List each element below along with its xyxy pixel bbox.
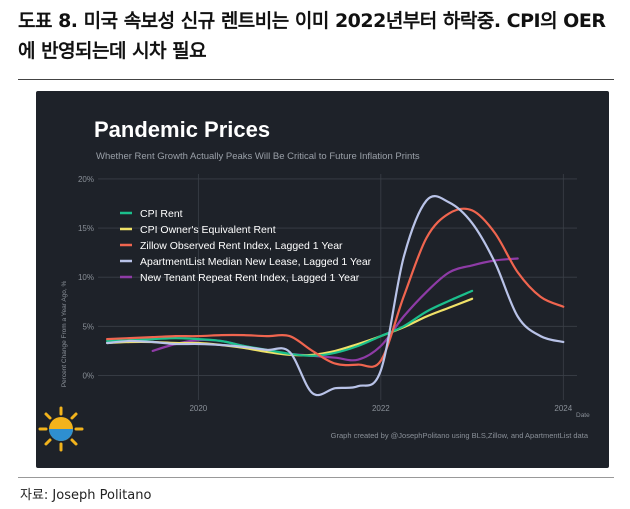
chart-credit: Graph created by @JosephPolitano using B… [331, 431, 589, 440]
grid-lines [98, 174, 577, 400]
chart-panel: Pandemic Prices Whether Rent Growth Actu… [36, 91, 609, 468]
x-axis-ticks: 2020 2022 2024 [189, 404, 572, 413]
legend-label: ApartmentList Median New Lease, Lagged 1… [140, 256, 372, 268]
x-tick-label: 2020 [189, 404, 207, 413]
x-axis-label: Date [576, 412, 590, 419]
y-tick-label: 10% [78, 273, 94, 282]
series-line-cpi_oer [106, 297, 474, 357]
x-tick-label: 2024 [554, 404, 572, 413]
series-line-zillow [106, 207, 565, 368]
y-tick-label: 15% [78, 224, 94, 233]
legend-label: New Tenant Repeat Rent Index, Lagged 1 Y… [140, 272, 360, 284]
y-tick-label: 5% [82, 322, 94, 331]
y-tick-label: 0% [82, 371, 94, 380]
title-divider [18, 79, 614, 80]
series-line-cpi_rent [106, 289, 474, 357]
legend-label: Zillow Observed Rent Index, Lagged 1 Yea… [140, 240, 343, 252]
source-divider [18, 477, 614, 478]
series-lines [106, 195, 565, 397]
source-note: 자료: Joseph Politano [20, 488, 152, 503]
x-tick-label: 2022 [372, 404, 390, 413]
sun-icon [38, 406, 84, 452]
y-axis-label: Percent Change From a Year Ago, % [61, 280, 68, 387]
y-tick-label: 20% [78, 175, 94, 184]
legend-label: CPI Rent [140, 208, 183, 220]
legend-label: CPI Owner's Equivalent Rent [140, 224, 276, 236]
chart-title: Pandemic Prices [94, 117, 270, 142]
y-axis-ticks: 0% 5% 10% 15% 20% [78, 175, 94, 381]
chart-svg: Pandemic Prices Whether Rent Growth Actu… [38, 117, 590, 452]
series-line-apartmentlist [106, 195, 565, 397]
document-title: 도표 8. 미국 속보성 신규 렌트비는 이미 2022년부터 하락중. CPI… [18, 10, 606, 62]
chart-subtitle: Whether Rent Growth Actually Peaks Will … [96, 151, 420, 162]
legend: CPI Rent CPI Owner's Equivalent Rent Zillo… [120, 208, 372, 284]
